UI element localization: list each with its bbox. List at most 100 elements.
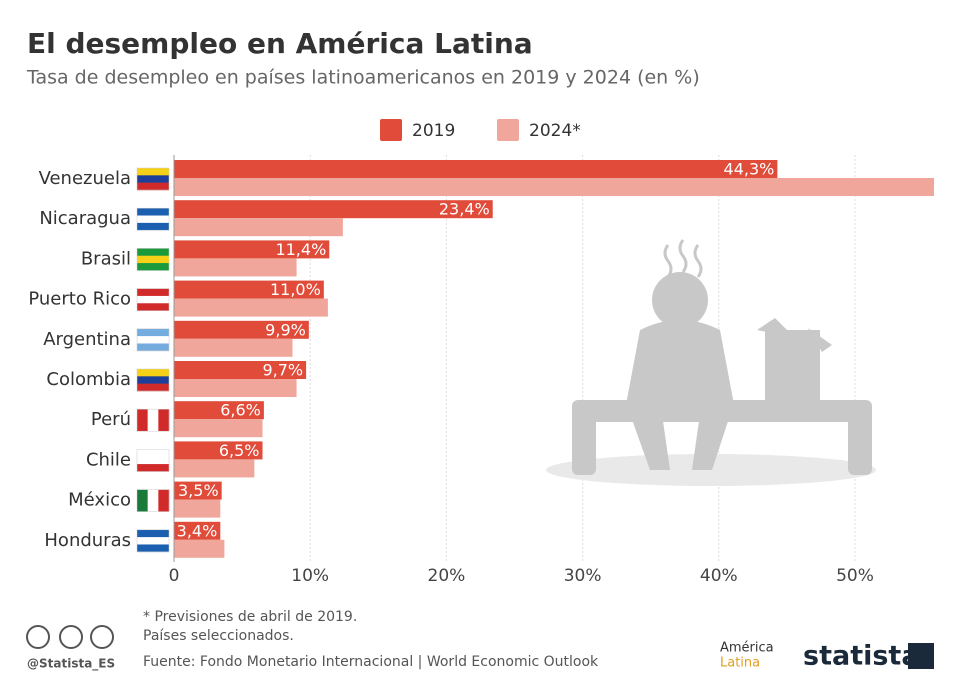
value-label: 6,5%	[219, 441, 260, 460]
value-label: 44,3%	[724, 160, 775, 179]
x-tick-label: 10%	[291, 566, 329, 586]
value-label: 9,7%	[262, 361, 303, 380]
note: * Previsiones de abril de 2019.	[143, 609, 357, 625]
brand-logo: statista	[803, 641, 920, 672]
flag	[137, 248, 169, 257]
flag	[137, 182, 169, 191]
y-tick-label: México	[68, 490, 131, 511]
bar	[174, 379, 297, 397]
flag	[137, 529, 169, 538]
x-tick-label: 50%	[836, 566, 874, 586]
legend-swatch	[497, 119, 519, 141]
flag	[137, 336, 169, 344]
flag	[137, 208, 169, 216]
y-tick-label: Venezuela	[39, 168, 131, 189]
x-tick-label: 0	[169, 566, 180, 586]
legend-label: 2024*	[529, 121, 581, 141]
bar	[174, 298, 328, 317]
flag	[137, 456, 169, 465]
y-tick-label: Colombia	[46, 369, 131, 390]
flag	[137, 369, 169, 377]
flag	[137, 464, 169, 472]
y-tick-label: Chile	[86, 449, 131, 470]
chart-title: El desempleo en América Latina	[27, 27, 533, 60]
flag-border	[136, 288, 170, 311]
value-label: 6,6%	[220, 401, 261, 420]
value-label: 11,4%	[275, 240, 326, 259]
region-logo: Latina	[720, 656, 760, 671]
value-label: 11,0%	[270, 280, 321, 299]
x-tick-label: 30%	[564, 566, 602, 586]
flag	[137, 295, 169, 304]
value-label: 3,4%	[177, 521, 218, 540]
license-icons	[26, 625, 114, 649]
flag	[137, 255, 169, 264]
flag	[137, 537, 169, 545]
flag	[137, 409, 148, 432]
value-label: 3,5%	[178, 481, 219, 500]
handle: @Statista_ES	[27, 657, 115, 672]
flag-border	[136, 489, 170, 512]
bar	[174, 240, 330, 259]
bar	[174, 361, 307, 379]
bar	[174, 160, 778, 178]
bar	[174, 280, 324, 299]
flag-border	[136, 248, 170, 271]
flag	[147, 409, 159, 432]
flag	[137, 222, 169, 231]
flag	[158, 409, 170, 432]
illustration	[546, 239, 876, 486]
flag-border	[136, 368, 170, 392]
bar	[174, 441, 263, 460]
bar	[174, 499, 221, 518]
flag	[137, 303, 169, 311]
flag	[137, 168, 169, 176]
flag-border	[136, 207, 170, 231]
y-tick-label: Brasil	[81, 248, 131, 269]
bar	[174, 419, 263, 438]
bar	[174, 320, 309, 339]
y-tick-label: Honduras	[44, 530, 131, 551]
flag	[137, 343, 169, 352]
source: Fuente: Fondo Monetario Internacional | …	[143, 654, 599, 670]
flag	[137, 449, 169, 458]
value-label: 23,4%	[439, 200, 490, 219]
flag	[137, 288, 169, 297]
flag-border	[136, 529, 170, 553]
x-tick-label: 20%	[428, 566, 466, 586]
flag	[137, 489, 148, 512]
flag	[137, 383, 169, 392]
legend-swatch	[380, 119, 402, 141]
flag-border	[136, 328, 170, 352]
bar	[174, 258, 297, 277]
y-tick-label: Perú	[91, 409, 131, 430]
y-tick-label: Nicaragua	[39, 208, 131, 229]
flag	[137, 376, 169, 384]
legend-label: 2019	[412, 121, 455, 141]
bar	[174, 178, 934, 196]
flag	[147, 489, 159, 512]
bar	[174, 521, 221, 540]
flag	[137, 175, 169, 183]
value-label: 9,9%	[265, 320, 306, 339]
flag	[158, 489, 170, 512]
flag-border	[136, 167, 170, 191]
y-tick-label: Puerto Rico	[28, 289, 131, 310]
brand-icon	[908, 643, 934, 669]
flag	[137, 215, 169, 224]
bar	[174, 539, 225, 558]
flag	[137, 544, 169, 553]
flag	[137, 328, 169, 337]
bar	[174, 401, 264, 420]
bar	[174, 481, 222, 500]
y-tick-label: Argentina	[43, 329, 131, 350]
bar	[174, 459, 255, 478]
chart-subtitle: Tasa de desempleo en países latinoameric…	[26, 67, 700, 89]
bar	[174, 338, 293, 357]
flag-border	[136, 449, 170, 472]
region-logo: América	[720, 641, 774, 656]
flag-border	[136, 408, 170, 432]
flag	[137, 263, 169, 271]
bar	[174, 200, 493, 219]
